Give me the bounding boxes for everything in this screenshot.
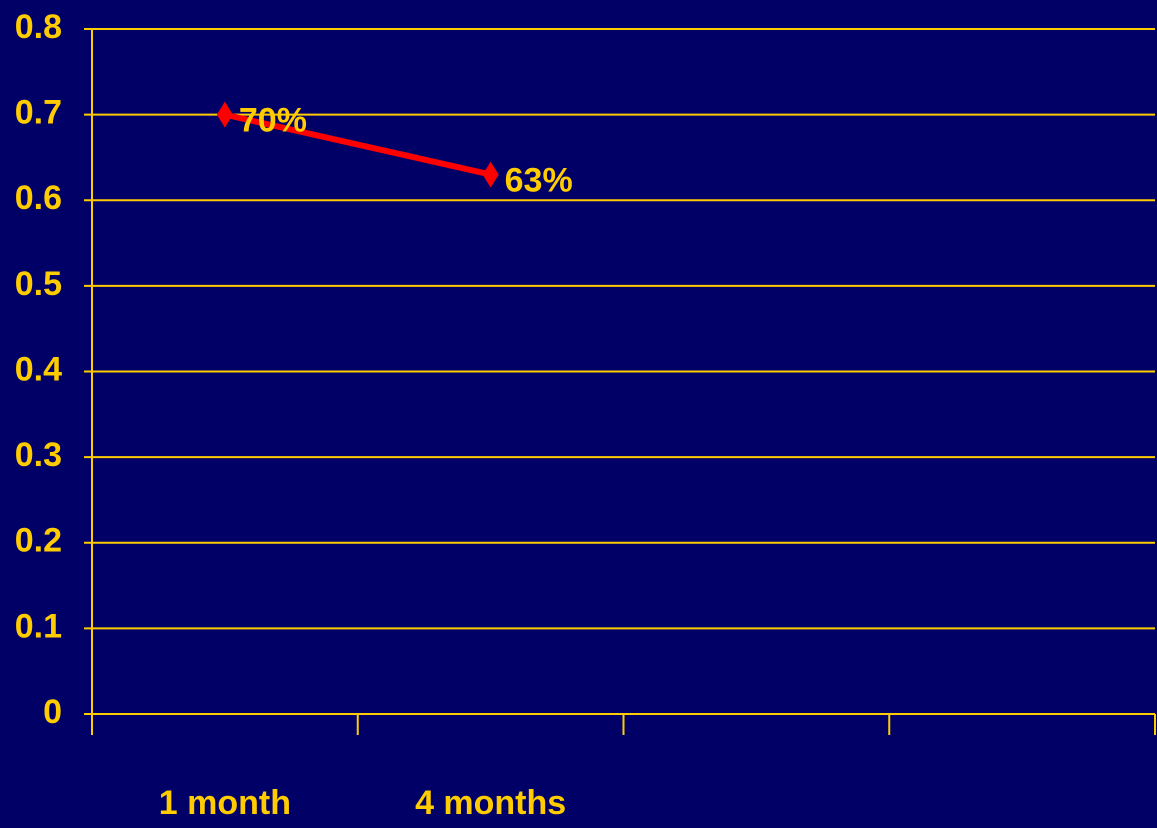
y-tick-label: 0 — [43, 693, 62, 731]
y-tick-label: 0.6 — [15, 179, 62, 217]
y-tick-label: 0.7 — [15, 94, 62, 132]
y-tick-label: 0.3 — [15, 436, 62, 474]
marker — [216, 101, 233, 128]
line — [224, 111, 492, 178]
data-label: 70% — [239, 102, 307, 140]
x-tick-label: 4 months — [415, 784, 566, 822]
y-tick-label: 0.2 — [15, 522, 62, 560]
data-label: 63% — [505, 162, 573, 200]
y-tick-label: 0.4 — [15, 350, 62, 388]
y-tick-label: 0.5 — [15, 265, 62, 303]
y-tick-label: 0.8 — [15, 8, 62, 46]
y-tick-label: 0.1 — [15, 607, 62, 645]
marker — [482, 161, 499, 188]
x-tick-label: 1 month — [159, 784, 291, 822]
